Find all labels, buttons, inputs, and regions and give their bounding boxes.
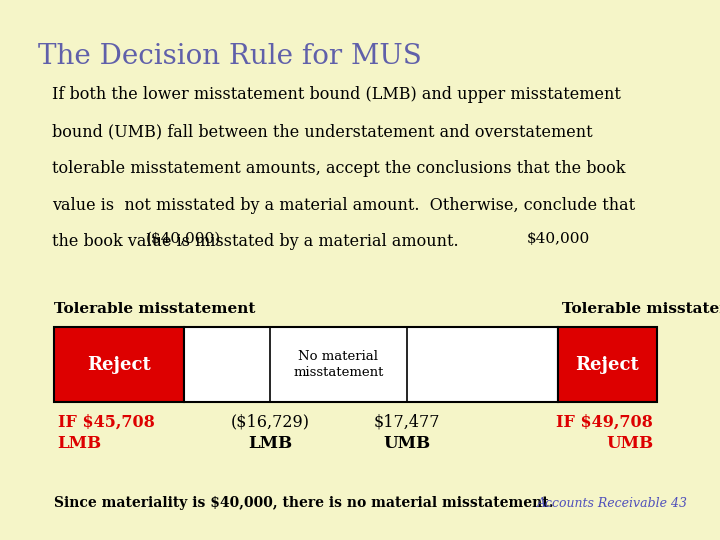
Bar: [558, 327, 657, 402]
Text: UMB: UMB: [606, 435, 653, 451]
Text: If both the lower misstatement bound (LMB) and upper misstatement: If both the lower misstatement bound (LM…: [52, 86, 621, 103]
Text: Tolerable misstatement: Tolerable misstatement: [562, 302, 720, 316]
Text: $40,000: $40,000: [526, 232, 590, 246]
Text: LMB: LMB: [58, 435, 102, 451]
Text: Reject: Reject: [575, 355, 639, 374]
Text: No material
misstatement: No material misstatement: [293, 350, 384, 379]
Text: ($40,000): ($40,000): [146, 232, 221, 246]
Text: bound (UMB) fall between the understatement and overstatement: bound (UMB) fall between the understatem…: [52, 123, 593, 140]
Text: the book value is misstated by a material amount.: the book value is misstated by a materia…: [52, 233, 459, 250]
Text: Accounts Receivable 43: Accounts Receivable 43: [536, 497, 688, 510]
Text: value is  not misstated by a material amount.  Otherwise, conclude that: value is not misstated by a material amo…: [52, 197, 635, 213]
Text: ($16,729): ($16,729): [230, 413, 310, 430]
Text: The Decision Rule for MUS: The Decision Rule for MUS: [38, 43, 422, 70]
Text: IF $49,708: IF $49,708: [556, 413, 653, 430]
Bar: [54, 327, 184, 402]
Text: UMB: UMB: [383, 435, 431, 451]
Text: LMB: LMB: [248, 435, 292, 451]
Text: tolerable misstatement amounts, accept the conclusions that the book: tolerable misstatement amounts, accept t…: [52, 160, 626, 177]
Bar: [184, 327, 558, 402]
Text: Since materiality is $40,000, there is no material misstatement.: Since materiality is $40,000, there is n…: [54, 496, 554, 510]
Text: Reject: Reject: [87, 355, 150, 374]
Text: $17,477: $17,477: [374, 413, 440, 430]
Text: IF $45,708: IF $45,708: [58, 413, 155, 430]
Text: Tolerable misstatement: Tolerable misstatement: [54, 302, 256, 316]
